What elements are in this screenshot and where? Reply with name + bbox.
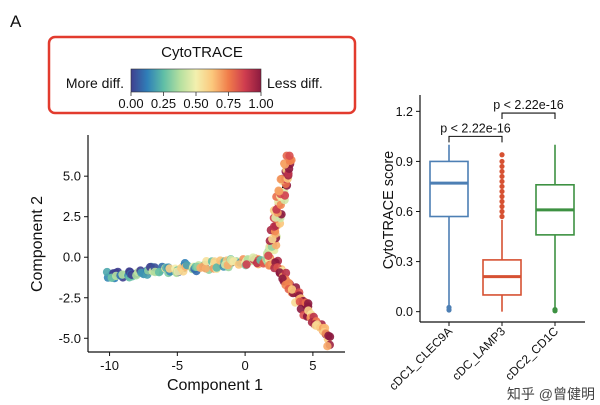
box-plot: 0.00.30.60.91.2 p < 2.22e-16p < 2.22e-16… [381, 95, 585, 393]
box-y-ticks: 0.0 0.3 0.6 0.9 1.2 [396, 105, 420, 319]
box-x-tick-label: cDC1_CLEC9A [386, 324, 455, 393]
significance-bracket: p < 2.22e-16 [440, 121, 511, 143]
box-y-tick-label: 0.6 [396, 205, 413, 219]
scatter-y-tick-label: 5.0 [63, 169, 81, 184]
trajectory-lines [109, 166, 328, 336]
box-y-tick-label: 1.2 [396, 105, 413, 119]
scatter-point [102, 267, 112, 277]
scatter-x-tick-label: 5 [309, 358, 316, 373]
box-cdc1-clec9a [429, 144, 469, 313]
colorbar-title: CytoTRACE [161, 44, 243, 61]
box-outlier [499, 198, 505, 205]
box-outlier [499, 163, 505, 170]
box-cdc2-cd1c [535, 144, 575, 314]
box-cdc-lamp3 [482, 152, 522, 312]
significance-comparisons: p < 2.22e-16 p < 2.22e-16 [440, 98, 564, 143]
scatter-point [154, 268, 164, 277]
scatter-point [323, 342, 332, 351]
scatter-x-axis-label: Component 1 [167, 377, 263, 394]
scatter-y-tick-label: -2.5 [59, 290, 81, 305]
box-outlier [499, 168, 505, 175]
box-outlier [499, 208, 505, 215]
colorbar-legend: CytoTRACE More diff. Less diff. 0.00 0.25… [47, 35, 357, 115]
significance-bracket: p < 2.22e-16 [493, 98, 564, 120]
scatter-point [234, 260, 243, 269]
scatter-point [212, 263, 221, 272]
box-body [429, 160, 469, 218]
scatter-y-ticks: -5.0 -2.5 0.0 2.5 5.0 [59, 169, 88, 346]
scatter-x-tick-label: -5 [172, 358, 184, 373]
scatter-point [285, 151, 294, 160]
box-outlier [499, 173, 505, 180]
box-outlier [499, 213, 505, 220]
colorbar-tick-label: 0.00 [118, 96, 143, 111]
box-outlier [499, 152, 505, 158]
scatter-y-tick-label: 2.5 [63, 209, 81, 224]
scatter-point [278, 274, 287, 283]
box-outlier [499, 203, 505, 210]
box-outlier [499, 188, 505, 195]
box-outlier [499, 178, 505, 185]
scatter-x-tick-label: 0 [241, 358, 248, 373]
scatter-point [287, 285, 297, 294]
box-y-tick-label: 0.0 [396, 305, 413, 319]
colorbar-tick-label: 0.50 [183, 96, 208, 111]
box-outlier [499, 193, 505, 200]
scatter-y-tick-label: -5.0 [59, 331, 81, 346]
scatter-point [276, 175, 285, 184]
box-x-tick-label: cDC_LAMP3 [449, 324, 508, 383]
scatter-point [325, 332, 335, 341]
scatter-point [264, 251, 273, 260]
colorbar-right-label: Less diff. [267, 75, 323, 91]
box-outlier [552, 307, 558, 313]
colorbar-tick-label: 1.00 [248, 96, 273, 111]
box-x-tick-label: cDC2_CD1C [502, 324, 561, 383]
scatter-x-ticks: -10 -5 0 5 [100, 352, 317, 373]
scatter-point [201, 264, 210, 273]
scatter-points [102, 151, 335, 351]
panel-label: A [10, 12, 22, 31]
box-y-tick-label: 0.3 [396, 255, 413, 269]
watermark: 知乎 @曾健明 [507, 386, 595, 402]
box-y-axis-label: CytoTRACE score [381, 151, 397, 269]
colorbar-gradient [130, 68, 262, 93]
boxes [429, 144, 575, 314]
bracket-line [448, 135, 503, 143]
scatter-point [242, 260, 251, 269]
scatter-y-axis-label: Component 2 [29, 196, 46, 292]
scatter-plot: -10 -5 0 5 -5.0 -2.5 0.0 2.5 5.0 Component 1 Co… [29, 135, 345, 394]
scatter-point [275, 187, 284, 196]
colorbar-tick-label: 0.25 [151, 96, 176, 111]
scatter-y-tick-label: 0.0 [63, 250, 81, 265]
scatter-x-tick-label: -10 [100, 358, 119, 373]
box-outlier [499, 158, 505, 165]
scatter-point [271, 241, 281, 250]
box-outlier [499, 183, 505, 190]
box-y-tick-label: 0.9 [396, 155, 413, 169]
colorbar-left-label: More diff. [66, 75, 124, 91]
p-value-label: p < 2.22e-16 [440, 121, 511, 135]
bracket-line [501, 112, 556, 120]
colorbar-tick-label: 0.75 [216, 96, 241, 111]
p-value-label: p < 2.22e-16 [493, 98, 564, 112]
colorbar-ticks: 0.00 0.25 0.50 0.75 1.00 [118, 92, 274, 111]
box-outlier [446, 304, 452, 311]
